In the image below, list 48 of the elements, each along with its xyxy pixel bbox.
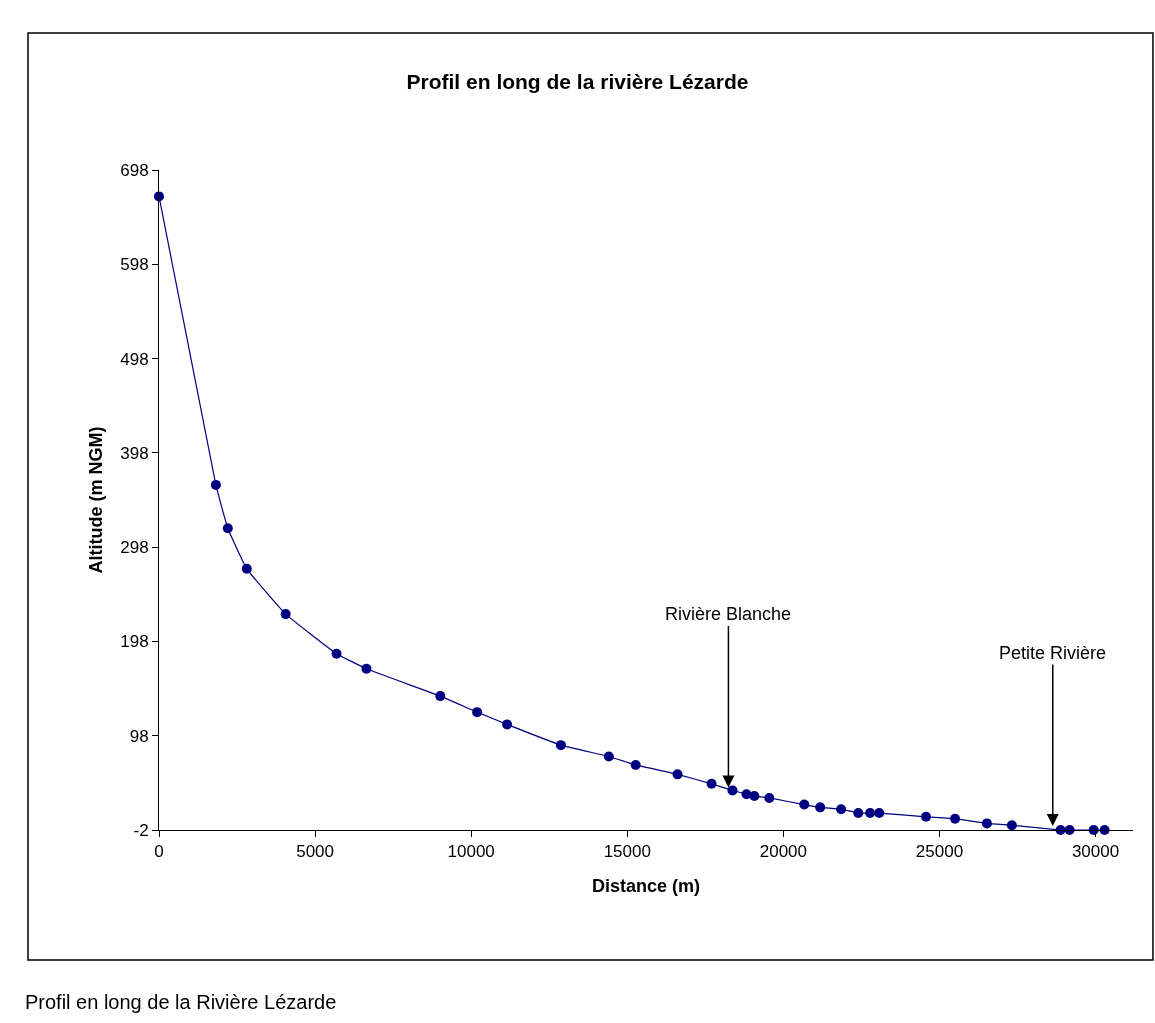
point (853, 808, 864, 819)
x-tick-label: 15000 (603, 842, 651, 862)
x-tick-label: 25000 (915, 842, 964, 862)
y-tick-label: 698 (120, 160, 149, 180)
point (921, 811, 932, 822)
point (865, 808, 876, 819)
point (222, 523, 233, 534)
x-tick-label: 20000 (759, 842, 807, 862)
point (799, 799, 810, 810)
point (472, 707, 483, 718)
y-tick-label: 298 (120, 538, 149, 558)
point (749, 791, 760, 802)
point (555, 740, 566, 751)
point (981, 818, 992, 829)
point (1006, 820, 1017, 831)
y-tick-label: 598 (120, 255, 149, 275)
point (361, 663, 372, 674)
point (241, 563, 252, 574)
point (331, 648, 342, 659)
annotation: Petite Rivière (999, 643, 1107, 663)
x-tick-label: 5000 (296, 842, 334, 862)
annotation: Rivière Blanche (665, 604, 792, 624)
point (874, 808, 885, 819)
point (815, 802, 826, 813)
point (950, 813, 961, 824)
point (210, 479, 221, 490)
x-axis-title: Distance (m) (591, 875, 701, 896)
point (603, 751, 614, 762)
x-tick-label: 10000 (447, 842, 495, 862)
point (727, 785, 738, 796)
y-tick-label: -2 (133, 820, 149, 840)
point (502, 719, 513, 730)
point (706, 778, 717, 789)
text: Profil en long de la Rivière Lézarde (25, 991, 337, 1013)
y-tick-label: 198 (120, 632, 149, 652)
point (836, 804, 847, 815)
chart-title: Profil en long de la rivière Lézarde (406, 70, 749, 94)
point (280, 609, 291, 620)
y-axis-title: Altitude (m NGM) (86, 426, 107, 574)
point (435, 691, 446, 702)
point (630, 759, 641, 770)
point (672, 769, 683, 780)
y-tick-label: 98 (129, 726, 149, 746)
x-tick-label: 0 (154, 842, 164, 862)
x-tick-label: 30000 (1071, 842, 1120, 862)
point (764, 792, 775, 803)
y-tick-label: 398 (120, 443, 149, 463)
y-tick-label: 498 (120, 349, 149, 369)
